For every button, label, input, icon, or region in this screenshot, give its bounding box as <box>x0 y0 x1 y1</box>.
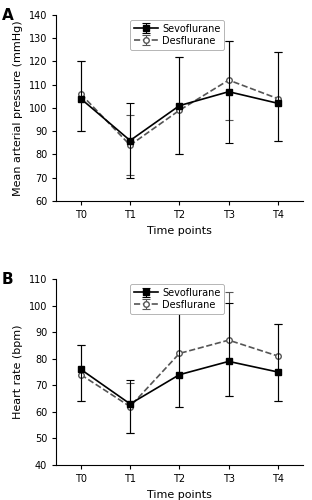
Y-axis label: Heart rate (bpm): Heart rate (bpm) <box>13 325 23 420</box>
Legend: Sevoflurane, Desflurane: Sevoflurane, Desflurane <box>130 284 224 314</box>
Legend: Sevoflurane, Desflurane: Sevoflurane, Desflurane <box>130 20 224 50</box>
Y-axis label: Mean arterial pressure (mmHg): Mean arterial pressure (mmHg) <box>13 20 23 196</box>
X-axis label: Time points: Time points <box>147 490 212 500</box>
Text: B: B <box>2 272 13 286</box>
Text: A: A <box>2 8 14 22</box>
X-axis label: Time points: Time points <box>147 226 212 235</box>
